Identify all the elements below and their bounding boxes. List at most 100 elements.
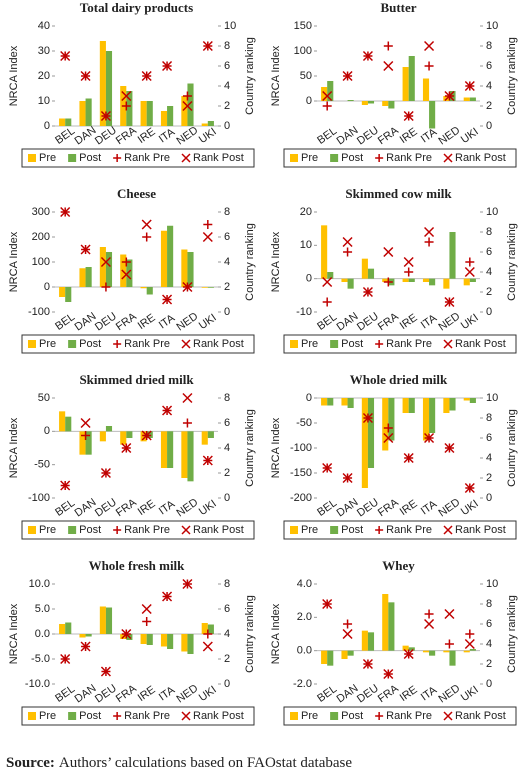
bar — [59, 118, 66, 126]
y2-axis-label: Country ranking — [244, 223, 256, 301]
legend-swatch — [330, 154, 339, 162]
legend-label: Pre — [301, 152, 318, 164]
y2-tick-label: 6 — [224, 417, 230, 429]
panel-title: Whole dried milk — [350, 372, 448, 387]
source-text: Authors’ calculations based on FAOstat d… — [59, 755, 352, 771]
rank-marker — [362, 658, 373, 670]
bar — [422, 650, 430, 653]
legend-label: Pre — [301, 710, 318, 722]
bar — [105, 51, 113, 126]
rank-marker — [182, 281, 193, 293]
y2-tick-label: 8 — [486, 598, 492, 610]
y-tick-label: -2.0 — [293, 678, 312, 690]
y2-tick-label: 8 — [224, 206, 230, 218]
bar — [140, 634, 147, 644]
legend-marker — [375, 154, 384, 162]
bar — [402, 278, 409, 282]
bar — [327, 398, 334, 406]
rank-marker — [202, 455, 213, 466]
bar — [201, 431, 208, 445]
y2-tick-label: 10 — [486, 392, 498, 404]
rank-marker — [444, 639, 454, 649]
y-tick-label: 10 — [38, 95, 50, 107]
y2-tick-label: 0 — [486, 678, 492, 690]
bar — [347, 278, 354, 289]
rank-marker — [121, 90, 132, 102]
y2-tick-label: 6 — [224, 231, 230, 243]
bar — [85, 634, 92, 637]
legend-label: Rank Post — [193, 524, 244, 536]
y-tick-label: 20 — [38, 70, 50, 82]
y-axis-label: NRCA Index — [8, 603, 20, 664]
x-tick-label: ITA — [157, 684, 178, 704]
panel-title: Whole fresh milk — [89, 558, 186, 573]
rank-marker — [162, 294, 173, 305]
x-tick-label: IRE — [136, 684, 158, 704]
bar — [201, 287, 208, 288]
legend-label: Rank Post — [193, 710, 244, 722]
rank-marker — [383, 41, 393, 51]
bar — [187, 634, 194, 654]
bar — [160, 634, 168, 647]
bar — [105, 607, 113, 634]
y2-tick-label: 6 — [486, 246, 492, 258]
y-tick-label: 20 — [300, 206, 312, 218]
bar — [167, 634, 174, 649]
panel-title: Butter — [380, 0, 416, 15]
bar — [146, 634, 153, 645]
rank-marker — [141, 603, 152, 615]
panel: Skimmed dried milk NRCA Index Country rank… — [8, 372, 256, 540]
y2-tick-label: 8 — [224, 578, 230, 590]
bar — [181, 634, 188, 652]
y2-tick-label: 2 — [486, 100, 492, 112]
panel: Whole dried milk NRCA Index Country rankin… — [270, 372, 518, 540]
y-tick-label: -10 — [296, 306, 312, 318]
legend-label: Pre — [301, 338, 318, 350]
y-tick-label: 0.0 — [35, 628, 50, 640]
rank-marker — [343, 247, 353, 257]
bar — [429, 101, 436, 129]
legend-label: Rank Pre — [386, 710, 432, 722]
bar — [201, 623, 208, 634]
rank-marker — [424, 237, 434, 247]
bar — [327, 272, 334, 279]
bar — [382, 101, 389, 106]
legend-label: Rank Post — [455, 338, 506, 350]
legend-swatch — [28, 526, 36, 534]
y2-tick-label: 2 — [486, 286, 492, 298]
rank-marker — [121, 257, 131, 267]
bar — [79, 634, 86, 638]
rank-marker — [202, 641, 213, 652]
x-tick-label: IRE — [136, 312, 158, 332]
x-tick-label: UKI — [459, 498, 481, 518]
bar — [207, 431, 214, 438]
rank-marker — [80, 244, 91, 255]
rank-marker — [362, 412, 373, 424]
rank-marker — [80, 417, 91, 429]
legend-label: Post — [79, 338, 101, 350]
y2-tick-label: 8 — [224, 392, 230, 404]
bar — [361, 258, 368, 279]
y2-tick-label: 4 — [486, 452, 492, 464]
rank-marker — [100, 467, 111, 479]
y2-tick-label: 4 — [486, 266, 492, 278]
bar — [85, 98, 92, 126]
legend-label: Rank Post — [193, 338, 244, 350]
bar — [321, 650, 328, 664]
legend-label: Post — [341, 524, 363, 536]
legend-swatch — [290, 712, 298, 720]
y-tick-label: 0 — [306, 392, 312, 404]
y2-tick-label: 4 — [224, 256, 230, 268]
rank-marker — [203, 629, 213, 639]
bar — [79, 101, 86, 126]
legend-swatch — [330, 712, 339, 720]
bar — [207, 624, 214, 634]
y-tick-label: 200 — [32, 231, 50, 243]
y2-tick-label: 10 — [486, 206, 498, 218]
legend-marker — [375, 340, 384, 348]
bar — [402, 67, 409, 101]
legend-label: Post — [79, 524, 101, 536]
y2-axis-label: Country ranking — [506, 37, 518, 115]
x-tick-label: UKI — [197, 498, 219, 518]
